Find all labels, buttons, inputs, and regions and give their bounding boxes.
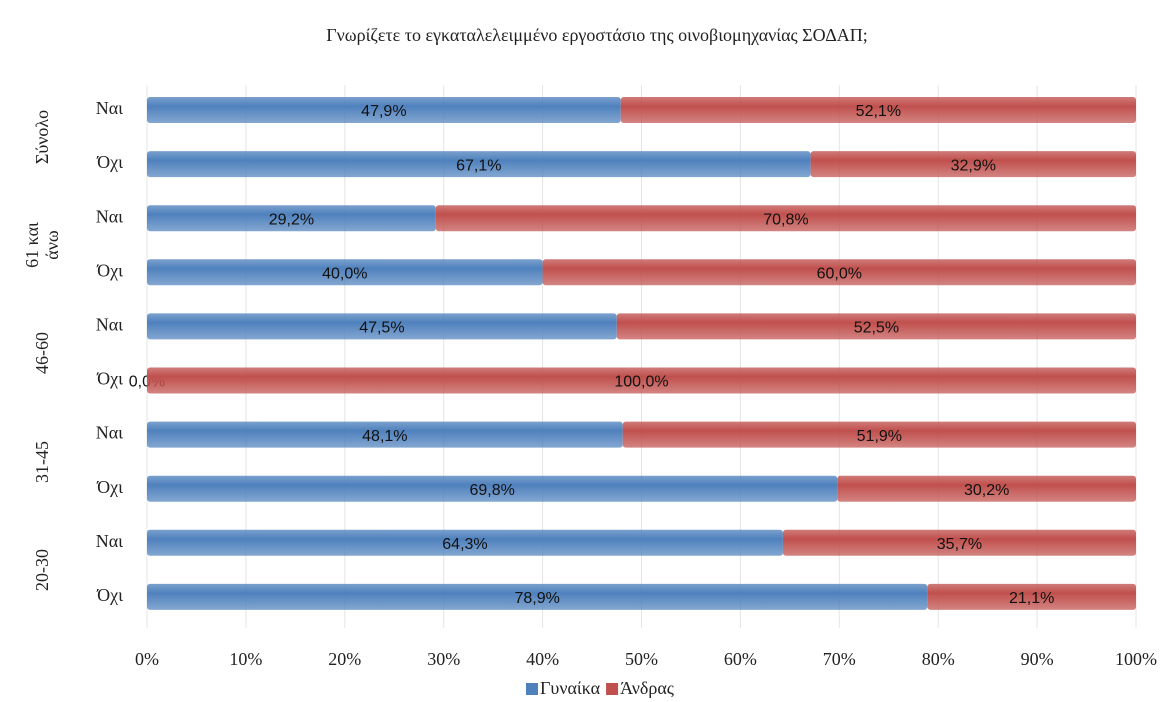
bar-segment (542, 259, 1136, 286)
bar-segment (810, 151, 1136, 178)
legend-label: Γυναίκα (540, 678, 601, 698)
bar-segment (147, 529, 783, 556)
bar-segment (147, 97, 621, 123)
bar-segment (837, 475, 1136, 502)
chart-title: Γνωρίζετε το εγκαταλελειμμένο εργοστάσιο… (326, 25, 868, 45)
value-label: 51,9% (857, 428, 902, 445)
category-label: Ναι (96, 315, 123, 335)
category-label: Όχι (96, 477, 123, 497)
legend-label: Άνδρας (620, 678, 674, 698)
category-label: Όχι (96, 152, 123, 172)
bar-segment (147, 475, 838, 502)
value-label: 40,0% (322, 266, 367, 283)
category-label: Ναι (96, 98, 123, 118)
value-label: 60,0% (817, 266, 862, 283)
value-label: 47,5% (359, 320, 404, 337)
category-label: Ναι (96, 531, 123, 551)
category-label: Ναι (96, 423, 123, 443)
bar-segment (147, 259, 543, 286)
category-label: Όχι (96, 260, 123, 280)
x-tick-label: 100% (1115, 649, 1157, 669)
bar-segment (147, 367, 1136, 394)
x-tick-label: 10% (229, 649, 262, 669)
legend-swatch (526, 683, 538, 695)
x-tick-label: 0% (135, 649, 159, 669)
x-tick-label: 20% (328, 649, 361, 669)
x-tick-label: 50% (625, 649, 658, 669)
x-tick-label: 80% (922, 649, 955, 669)
bar-segment (622, 421, 1136, 448)
x-tick-label: 70% (823, 649, 856, 669)
category-label: Ναι (96, 206, 123, 226)
bar-segment (147, 313, 617, 340)
value-label: 52,5% (854, 320, 899, 337)
value-label: 32,9% (951, 157, 996, 174)
bar-segment (147, 583, 928, 610)
bar-segment (147, 421, 623, 448)
legend-swatch (606, 683, 619, 695)
value-label: 100,0% (614, 374, 668, 391)
value-label: 30,2% (964, 482, 1009, 499)
value-label: 52,1% (856, 103, 901, 120)
value-label: 47,9% (361, 103, 406, 120)
category-label: Όχι (96, 585, 123, 605)
value-label: 70,8% (763, 211, 808, 228)
value-label: 48,1% (362, 428, 407, 445)
bar-segment (147, 151, 811, 178)
bar-segment (616, 313, 1136, 340)
value-label: 29,2% (269, 211, 314, 228)
category-label: Όχι (96, 369, 123, 389)
value-label: 64,3% (442, 536, 487, 553)
group-label: 61 και άνω (22, 222, 62, 269)
group-label: 46-60 (32, 332, 52, 375)
value-label: 21,1% (1009, 590, 1054, 607)
bar-segment (435, 205, 1137, 232)
value-label: 78,9% (514, 590, 559, 607)
bar-segment (927, 583, 1136, 610)
bar-segment (147, 205, 436, 232)
group-label: 20-30 (32, 548, 52, 591)
value-label: 35,7% (937, 536, 982, 553)
x-tick-label: 90% (1021, 649, 1054, 669)
value-label: 67,1% (456, 157, 501, 174)
x-tick-label: 60% (724, 649, 757, 669)
group-label: Σύνολο (32, 109, 52, 165)
group-label: 31-45 (32, 440, 52, 483)
bar-segment (620, 97, 1136, 123)
bar-segment (782, 529, 1136, 556)
x-tick-label: 30% (427, 649, 460, 669)
value-label: 69,8% (469, 482, 514, 499)
x-tick-label: 40% (526, 649, 559, 669)
